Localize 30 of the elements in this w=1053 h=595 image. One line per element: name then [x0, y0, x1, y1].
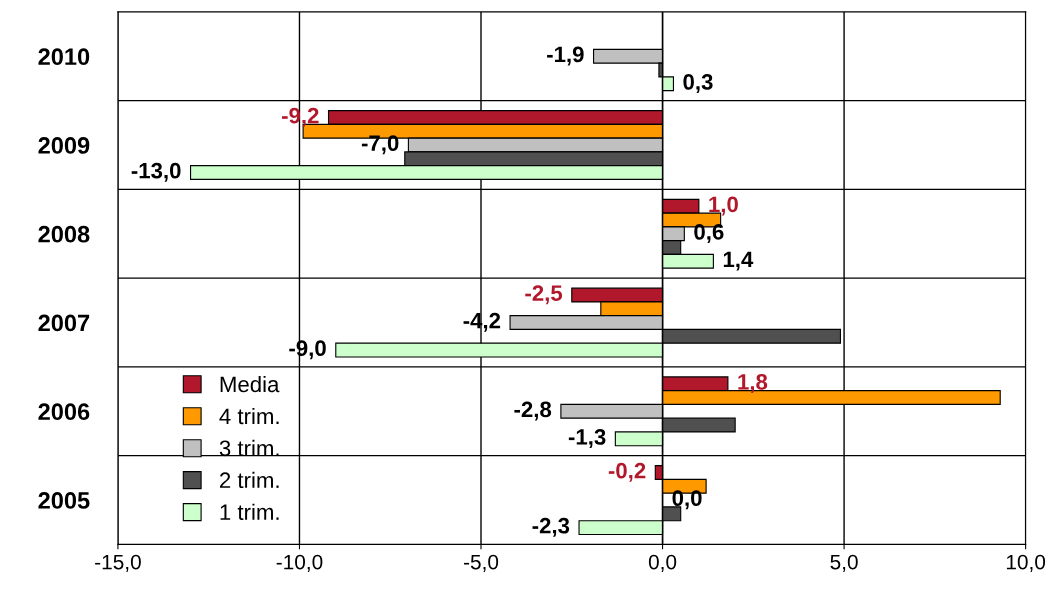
data-label: 1,8	[738, 374, 768, 393]
x-tick-label: -15,0	[95, 554, 141, 572]
data-label: -2,3	[532, 517, 570, 537]
x-tick-label: 0,0	[648, 554, 677, 572]
data-label: -2,5	[525, 285, 563, 305]
y-tick-label: 2010	[38, 48, 90, 66]
data-label: -7,0	[361, 135, 399, 155]
data-label: 1,0	[709, 196, 738, 216]
x-tick-label: 10,0	[1006, 554, 1046, 572]
y-tick-label: 2008	[38, 225, 90, 243]
data-label: -0,2	[608, 462, 646, 482]
x-tick-label: -10,0	[276, 554, 323, 572]
y-tick-label: 2009	[38, 137, 90, 154]
legend-label: Media	[220, 375, 280, 393]
y-tick-label: 2006	[38, 403, 90, 421]
legend-label: 1 trim.	[220, 503, 279, 520]
data-label: 0,0	[672, 490, 702, 510]
data-label: 0,3	[683, 74, 713, 93]
data-label: -1,9	[547, 46, 584, 66]
data-label: 0,6	[694, 224, 724, 243]
data-label: -2,8	[514, 401, 552, 421]
y-tick-label: 2005	[38, 492, 90, 509]
data-label: -13,0	[131, 162, 181, 182]
legend-label: 2 trim.	[219, 471, 279, 489]
legend-label: 4 trim.	[219, 407, 279, 425]
x-tick-label: 5,0	[830, 554, 858, 572]
data-label: 1,4	[723, 251, 754, 271]
data-label: -1,3	[568, 429, 606, 448]
y-tick-label: 2007	[38, 314, 90, 332]
x-tick-label: -5,0	[463, 554, 499, 572]
